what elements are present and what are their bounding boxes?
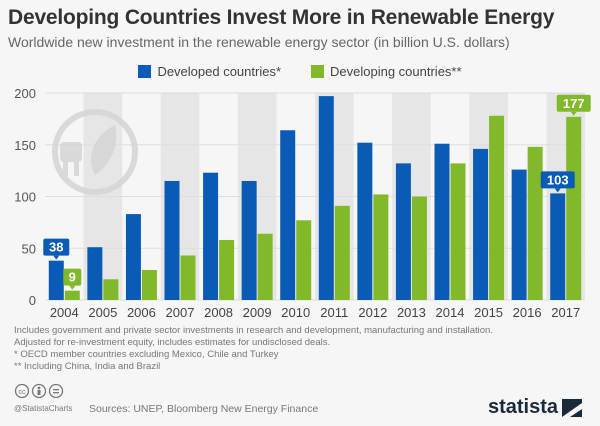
bar-developing bbox=[411, 196, 427, 300]
data-label: 103 bbox=[540, 171, 575, 193]
data-label: 38 bbox=[43, 238, 70, 260]
bar-developing bbox=[489, 115, 505, 300]
bar-developing bbox=[566, 116, 582, 301]
statista-logo: statista bbox=[488, 396, 582, 419]
x-tick-label: 2011 bbox=[320, 305, 348, 320]
data-label-pointer bbox=[570, 111, 577, 116]
bar-developed bbox=[125, 214, 141, 300]
x-tick-label: 2010 bbox=[281, 305, 310, 320]
data-label-pointer bbox=[554, 188, 561, 193]
bar-developed bbox=[203, 172, 219, 300]
footnotes: Includes government and private sector i… bbox=[14, 325, 493, 373]
statista-logo-icon bbox=[562, 398, 582, 417]
svg-text:cc: cc bbox=[19, 389, 27, 396]
bar-developed bbox=[395, 163, 411, 300]
data-label-text: 177 bbox=[563, 96, 585, 111]
bar-developed bbox=[357, 142, 373, 300]
legend-item-developed: Developed countries* bbox=[138, 64, 281, 79]
data-label-text: 103 bbox=[547, 172, 569, 187]
bar-developing bbox=[296, 220, 312, 300]
x-tick-label: 2008 bbox=[204, 305, 233, 320]
creative-commons-icon: cc bbox=[14, 383, 64, 399]
data-label-box bbox=[556, 94, 591, 112]
note: * OECD member countries excluding Mexico… bbox=[14, 349, 279, 360]
footer-sources: Sources: UNEP, Bloomberg New Energy Fina… bbox=[89, 403, 319, 415]
y-tick-label: 0 bbox=[29, 293, 36, 308]
data-label-box bbox=[540, 171, 575, 189]
data-label-pointer bbox=[69, 285, 76, 290]
bar-developed bbox=[48, 260, 64, 300]
data-label: 177 bbox=[556, 94, 591, 116]
bar-developed bbox=[511, 169, 527, 300]
bar-developed bbox=[164, 180, 180, 300]
bar-developed bbox=[550, 193, 566, 300]
legend-label: Developed countries* bbox=[157, 64, 282, 79]
data-label: 9 bbox=[63, 268, 82, 290]
legend-swatch bbox=[311, 65, 325, 78]
bar-developing bbox=[141, 269, 157, 300]
bar-developed bbox=[434, 143, 450, 300]
data-label-text: 38 bbox=[49, 240, 63, 255]
plug-leaf-icon bbox=[52, 109, 138, 195]
bar-developing bbox=[334, 205, 350, 300]
x-tick-label: 2012 bbox=[358, 305, 387, 320]
bar-developed bbox=[473, 148, 489, 300]
note: ** Including China, India and Brazil bbox=[14, 361, 161, 372]
x-tick-label: 2005 bbox=[88, 305, 117, 320]
data-label-pointer bbox=[53, 255, 60, 260]
bar-developing bbox=[527, 146, 543, 300]
chart-subtitle: Worldwide new investment in the renewabl… bbox=[8, 34, 510, 50]
data-label-box bbox=[63, 268, 82, 286]
bar-developing bbox=[103, 279, 119, 300]
x-tick-label: 2015 bbox=[474, 305, 503, 320]
y-tick-label: 100 bbox=[14, 190, 36, 205]
x-tick-label: 2014 bbox=[436, 305, 465, 320]
chart-title: Developing Countries Invest More in Rene… bbox=[8, 6, 555, 29]
bar-developed bbox=[318, 96, 334, 300]
bar-developing bbox=[64, 290, 80, 300]
bar-developing bbox=[450, 163, 466, 300]
y-tick-label: 150 bbox=[14, 138, 36, 153]
bar-developing bbox=[180, 255, 196, 300]
x-tick-label: 2017 bbox=[551, 305, 580, 320]
note: Includes government and private sector i… bbox=[14, 325, 493, 336]
y-tick-label: 200 bbox=[14, 86, 36, 101]
x-tick-label: 2013 bbox=[397, 305, 426, 320]
bar-developed bbox=[241, 180, 257, 300]
y-tick-label: 50 bbox=[22, 241, 36, 256]
x-tick-label: 2007 bbox=[166, 305, 195, 320]
bar-developing bbox=[257, 233, 273, 300]
bar-developing bbox=[373, 194, 389, 300]
footer-handle: @StatistaCharts bbox=[14, 404, 73, 413]
x-tick-label: 2016 bbox=[513, 305, 542, 320]
legend-swatch bbox=[138, 65, 152, 78]
bar-chart: 0 50 100 150 200 2004 2005 2006 2007 2008 2009 2010… bbox=[14, 86, 591, 320]
legend: Developed countries* Developing countrie… bbox=[0, 64, 600, 79]
note: Adjusted for re-investment equity, inclu… bbox=[14, 337, 331, 348]
bar-developed bbox=[280, 130, 296, 300]
legend-label: Developing countries** bbox=[330, 64, 462, 79]
bar-developing bbox=[219, 239, 235, 300]
bar-developed bbox=[87, 247, 103, 300]
data-label-box bbox=[43, 238, 70, 256]
x-tick-label: 2006 bbox=[127, 305, 156, 320]
data-label-text: 9 bbox=[69, 270, 76, 285]
legend-item-developing: Developing countries** bbox=[311, 64, 462, 79]
x-tick-label: 2009 bbox=[243, 305, 272, 320]
x-tick-label: 2004 bbox=[50, 305, 79, 320]
